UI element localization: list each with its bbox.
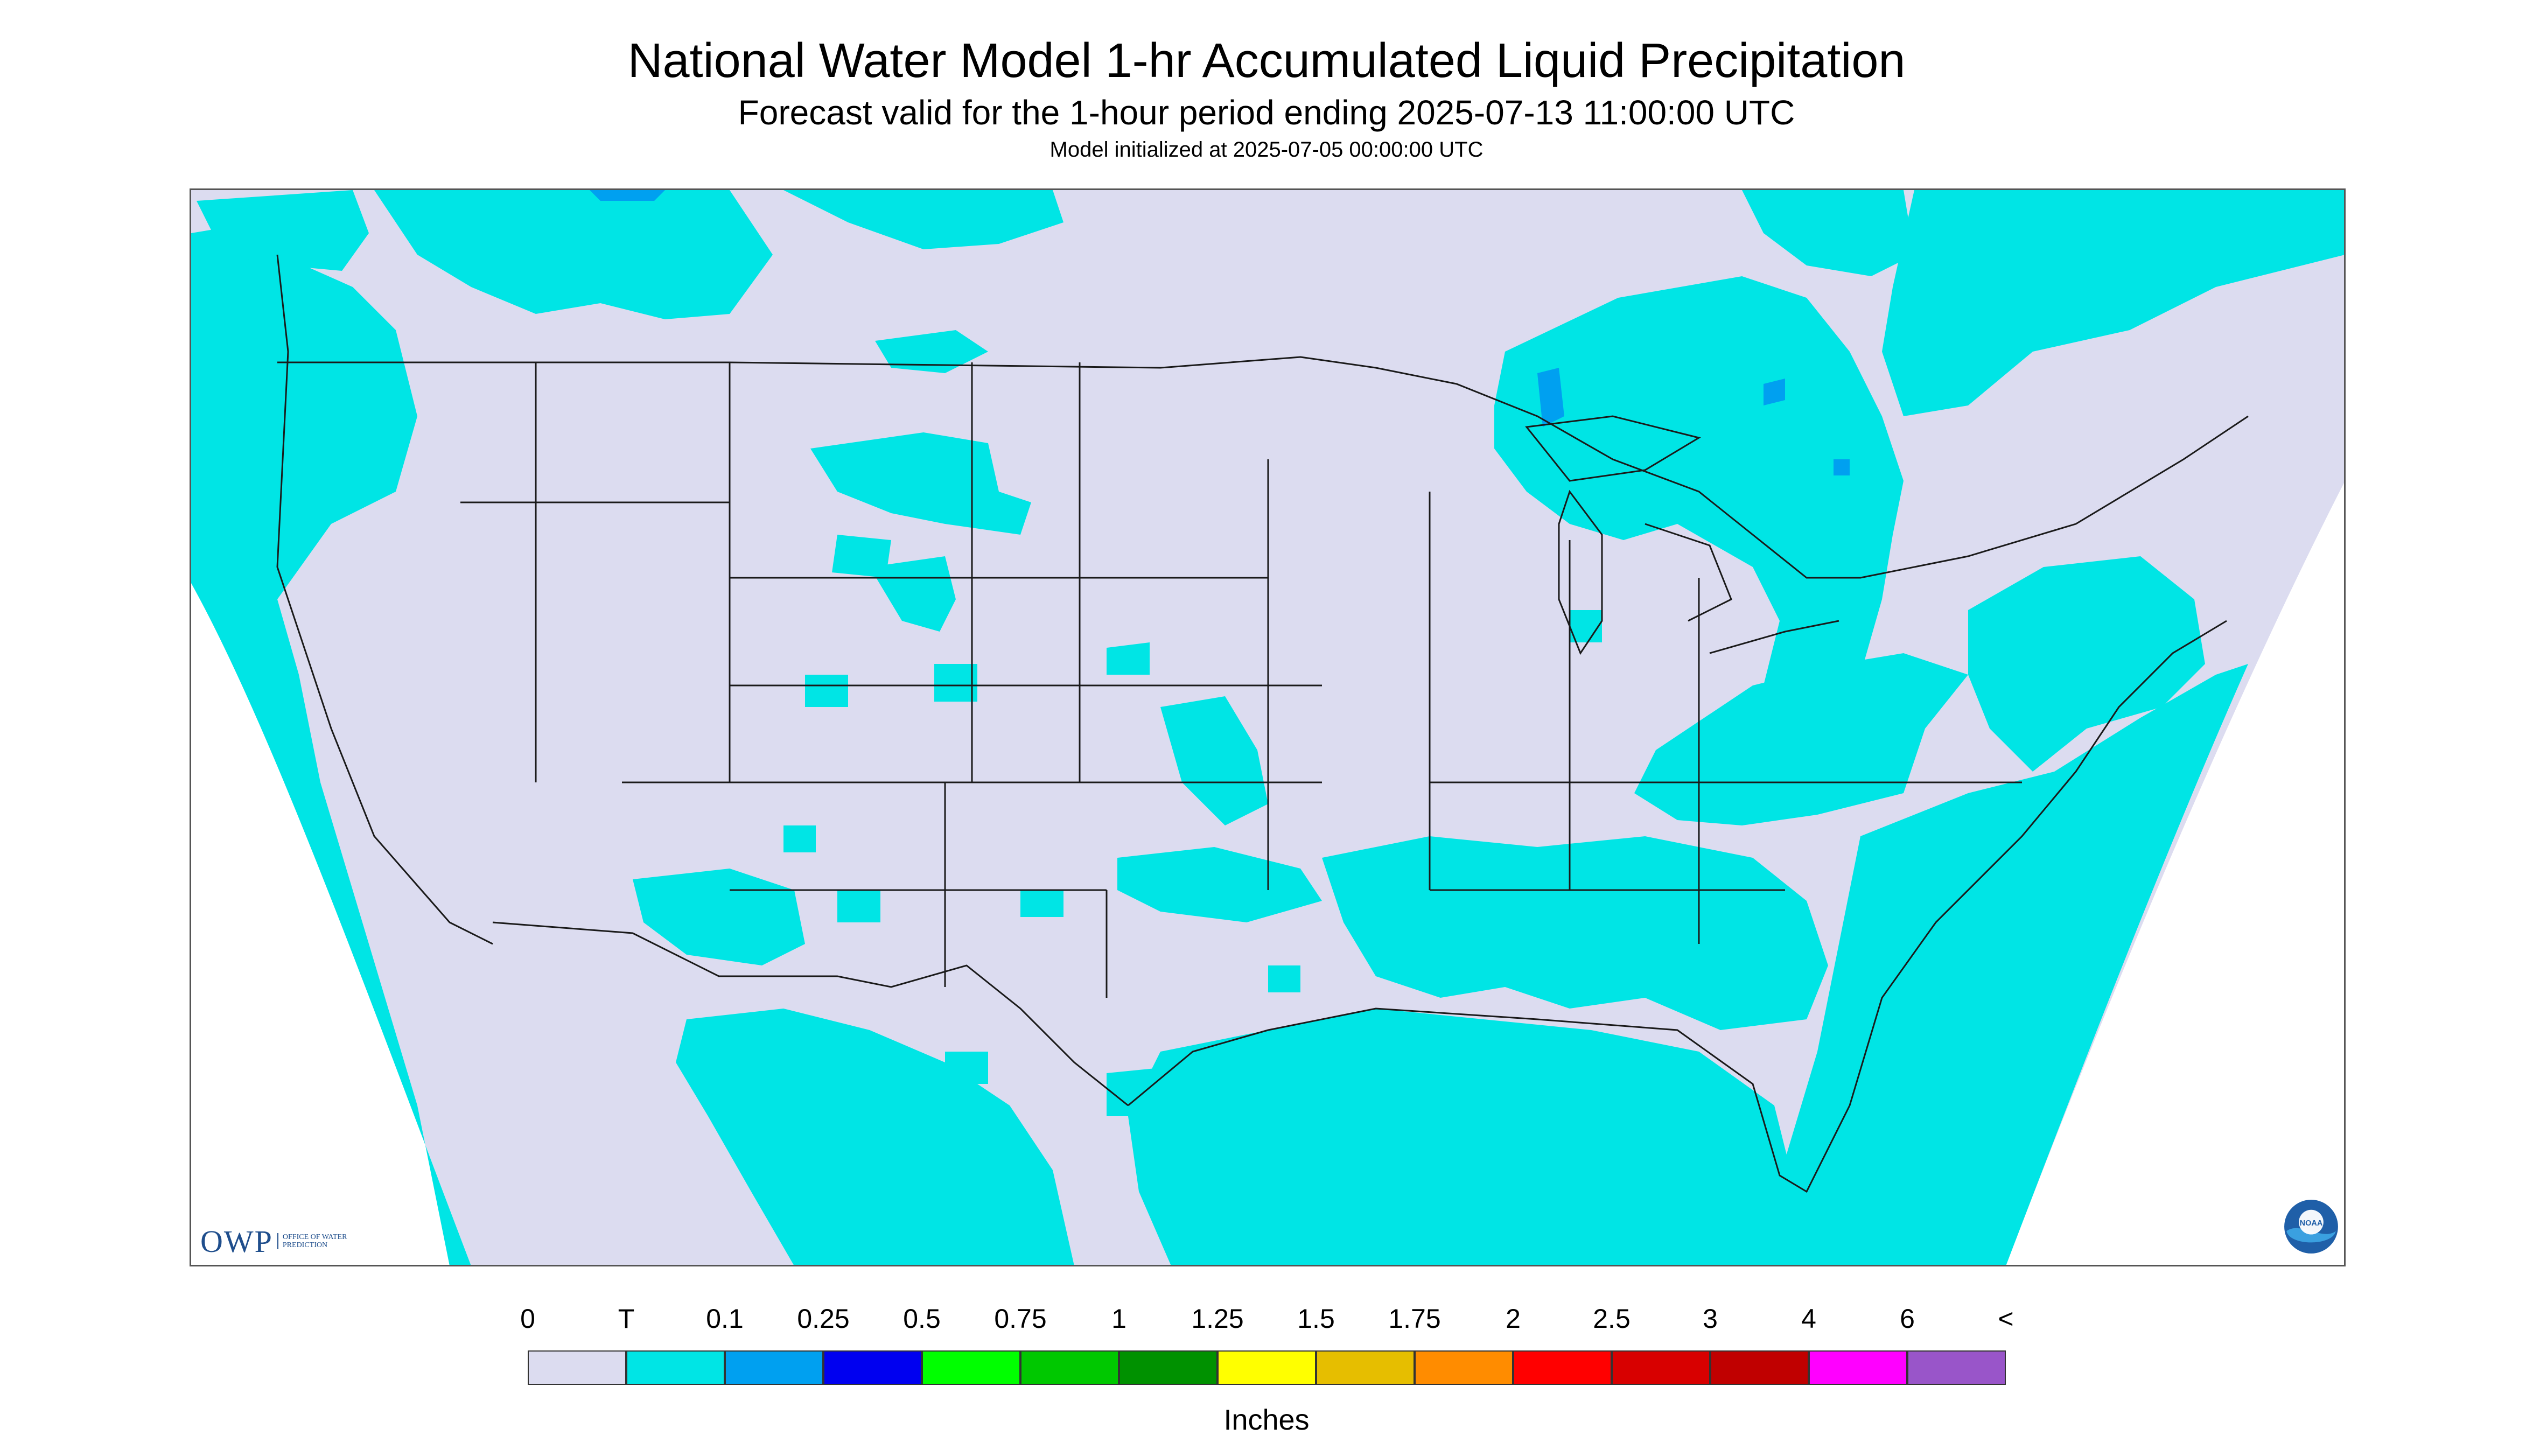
legend-swatch	[1119, 1350, 1217, 1385]
legend-swatch	[1217, 1350, 1316, 1385]
chart-title: National Water Model 1-hr Accumulated Li…	[627, 34, 1906, 88]
owp-logo-text: OWP	[200, 1223, 273, 1259]
legend-swatch	[1612, 1350, 1710, 1385]
legend-tick-label: 0.5	[903, 1304, 941, 1334]
legend-swatch	[922, 1350, 1020, 1385]
precip-area	[837, 890, 880, 922]
noaa-logo-text: NOAA	[2300, 1219, 2323, 1228]
precip-area	[1160, 696, 1268, 825]
precip-area	[945, 1052, 988, 1084]
precip-area	[1128, 1009, 1796, 1265]
precip-area	[783, 825, 816, 852]
legend-swatch	[1513, 1350, 1612, 1385]
precip-area	[191, 222, 471, 1265]
precip-area	[197, 190, 369, 271]
precip-area	[1117, 847, 1322, 922]
lake-michigan	[1558, 489, 1603, 655]
precip-area	[1537, 368, 1564, 427]
legend-swatch	[1907, 1350, 2006, 1385]
precip-area	[810, 432, 1031, 535]
precip-area	[805, 675, 848, 707]
legend-tick-label: 1.25	[1191, 1304, 1244, 1334]
owp-logo: OWP OFFICE OF WATER PREDICTION	[200, 1222, 363, 1260]
us-canada-border	[277, 356, 2249, 579]
legend-tick-label: 4	[1801, 1304, 1816, 1334]
precip-area	[1753, 664, 2248, 1265]
lake-superior	[1525, 415, 1701, 482]
legend-swatch	[1020, 1350, 1119, 1385]
legend-tick-label: 2.5	[1593, 1304, 1631, 1334]
chart-subtitle: Forecast valid for the 1-hour period end…	[738, 93, 1795, 132]
legend-tick-label: 3	[1703, 1304, 1718, 1334]
precip-heavier-areas	[590, 190, 1850, 475]
legend-tick-label: 1.75	[1388, 1304, 1441, 1334]
precip-area	[1268, 965, 1300, 992]
precip-area	[870, 556, 956, 632]
precip-area	[1764, 379, 1785, 405]
legend-tick-label: 0.75	[994, 1304, 1047, 1334]
precip-area	[633, 869, 805, 965]
precip-area	[783, 190, 1063, 249]
boundaries	[277, 356, 2249, 1107]
precip-area	[676, 1009, 1074, 1265]
coastline-segment	[276, 254, 493, 945]
coastline	[276, 254, 2227, 1193]
legend-tick-label: 0.1	[706, 1304, 744, 1334]
legend-tick-label: 1.5	[1297, 1304, 1335, 1334]
map-canvas	[191, 190, 2344, 1265]
legend-swatch	[823, 1350, 922, 1385]
precip-area	[1494, 276, 1904, 739]
legend-swatch	[1710, 1350, 1809, 1385]
legend-units: Inches	[1223, 1404, 1310, 1436]
us-mexico-border	[492, 921, 1129, 1107]
owp-logo-subtitle: OFFICE OF WATER PREDICTION	[277, 1233, 363, 1249]
state-lines	[460, 362, 2022, 998]
legend-tick-label: 0	[520, 1304, 535, 1334]
precip-area	[1834, 459, 1850, 475]
legend-swatch	[528, 1350, 626, 1385]
legend-swatch	[1415, 1350, 1513, 1385]
legend-swatch	[626, 1350, 725, 1385]
precip-area	[1107, 1068, 1160, 1116]
legend-tick-label: 6	[1900, 1304, 1915, 1334]
precip-area	[1020, 890, 1063, 917]
legend-tick-label: 1	[1111, 1304, 1126, 1334]
legend-swatch	[1316, 1350, 1415, 1385]
precip-area	[1742, 190, 1914, 276]
lake-huron-erie	[1645, 523, 1839, 654]
legend-tick-label: 2	[1506, 1304, 1521, 1334]
noaa-logo-icon: NOAA	[2284, 1200, 2338, 1254]
legend-tick-label: 0.25	[797, 1304, 850, 1334]
legend-swatch	[725, 1350, 823, 1385]
precip-area	[1882, 190, 2344, 416]
precip-area	[934, 664, 977, 702]
legend-swatch	[1809, 1350, 1907, 1385]
precip-area	[374, 190, 773, 319]
init-time-label: Model initialized at 2025-07-05 00:00:00…	[1049, 138, 1484, 162]
legend-tick-label: T	[618, 1304, 635, 1334]
precip-area	[590, 190, 665, 201]
precip-trace-areas	[191, 190, 2344, 1265]
coastline-segment	[1128, 620, 2227, 1193]
precip-area	[875, 330, 988, 373]
precip-area	[1968, 556, 2205, 772]
precipitation-map	[190, 188, 2346, 1266]
legend-tick-label: <	[1998, 1304, 2014, 1334]
precip-area	[1107, 642, 1150, 675]
